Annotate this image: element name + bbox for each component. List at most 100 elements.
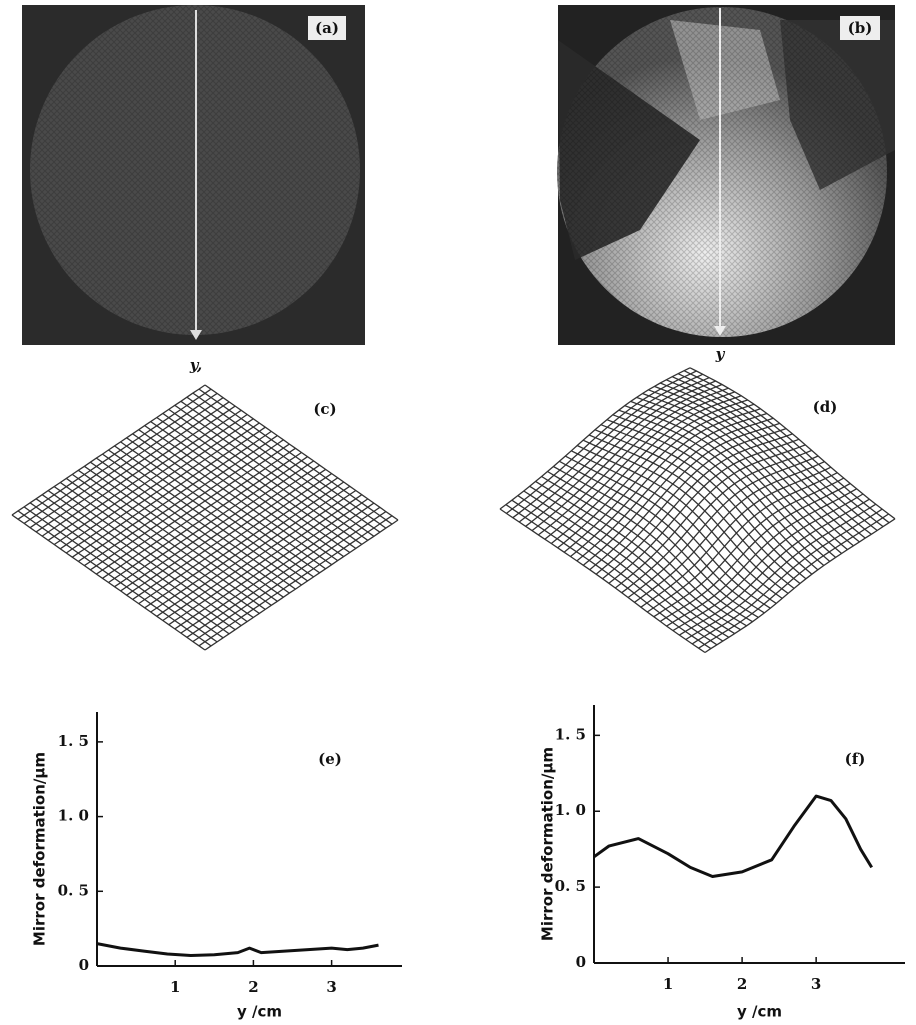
mesh-line: [162, 489, 357, 622]
mesh-line: [588, 434, 795, 589]
mesh-line: [23, 506, 218, 643]
mesh-line: [168, 494, 363, 626]
x-axis-label: y /cm: [737, 1003, 782, 1021]
y-axis-label: Mirror deformation/μm: [31, 752, 49, 946]
mesh-line: [77, 469, 272, 606]
mesh-line: [559, 460, 765, 614]
mesh-line: [11, 514, 206, 651]
axis-mark: y: [715, 345, 726, 363]
mesh-line: [537, 387, 729, 536]
axis-mark: y,: [189, 356, 203, 374]
mesh-line: [571, 450, 777, 604]
mesh-line: [186, 506, 381, 638]
mesh-line: [65, 477, 260, 614]
chart-title: (e): [318, 750, 342, 768]
panel-label: (a): [315, 19, 339, 37]
mesh-line: [517, 495, 724, 642]
mesh-line: [582, 439, 789, 594]
y-axis-label: Mirror deformation/μm: [539, 747, 557, 941]
mesh-line: [704, 518, 896, 654]
y-tick-label: 0: [576, 953, 586, 971]
mesh-line: [634, 461, 825, 603]
label-box: [308, 16, 346, 40]
mesh-line: [120, 460, 314, 592]
mesh-line: [523, 490, 730, 638]
x-tick-label: 1: [170, 978, 180, 996]
mesh-line: [499, 508, 706, 654]
mesh-line: [59, 481, 254, 619]
arrow-head: [714, 326, 726, 336]
mesh-line: [53, 486, 248, 623]
mesh-line: [41, 494, 236, 631]
y-tick-label: 0. 5: [555, 877, 586, 895]
data-line: [96, 942, 379, 957]
mesh-line: [627, 455, 819, 599]
mesh-line: [672, 493, 864, 632]
panel-label: (c): [313, 400, 336, 418]
mesh-line: [174, 498, 369, 630]
mesh-line: [653, 477, 845, 618]
x-tick-label: 3: [326, 978, 336, 996]
mesh-line: [90, 461, 284, 598]
mesh-line: [138, 473, 333, 605]
mesh-line: [192, 511, 387, 643]
mesh-line: [71, 473, 266, 610]
mesh-line: [608, 438, 800, 584]
panel-label: (b): [848, 19, 873, 37]
mesh-c: [11, 384, 399, 651]
mesh-line: [541, 475, 747, 627]
label-box: [840, 16, 880, 40]
mesh-line: [132, 468, 326, 600]
mesh-line: [114, 456, 308, 588]
mesh-line: [614, 444, 806, 589]
y-tick-label: 0: [79, 956, 89, 974]
mesh-line: [529, 485, 736, 635]
y-tick-label: 0. 5: [58, 881, 89, 899]
panel-label: (d): [813, 398, 838, 416]
mesh-line: [666, 488, 857, 627]
y-tick-label: 1. 0: [555, 801, 586, 819]
x-tick-label: 1: [663, 975, 673, 993]
mesh-line: [640, 466, 832, 608]
mesh-line: [198, 515, 393, 647]
mesh-line: [180, 502, 375, 634]
y-tick-label: 1. 5: [555, 725, 586, 743]
mesh-line: [17, 510, 212, 647]
y-tick-label: 1. 0: [58, 807, 89, 825]
mesh-line: [35, 498, 230, 635]
chart-title: (f): [845, 750, 866, 768]
mesh-line: [621, 449, 812, 594]
mesh-line: [553, 465, 759, 618]
mesh-line: [102, 453, 296, 590]
mesh-line: [646, 472, 838, 613]
mesh-line: [156, 485, 351, 617]
mesh-line: [505, 504, 712, 650]
mesh-d: [499, 367, 896, 654]
mesh-line: [659, 482, 851, 622]
data-line: [593, 794, 873, 878]
x-axis-label: y /cm: [237, 1003, 282, 1021]
mesh-line: [108, 449, 302, 586]
mesh-line: [547, 470, 753, 623]
mesh-line: [691, 508, 883, 645]
mesh-line: [204, 519, 399, 651]
mesh-line: [576, 444, 783, 599]
mesh-line: [511, 499, 718, 646]
x-tick-label: 3: [811, 975, 821, 993]
x-tick-label: 2: [248, 978, 258, 996]
texture: [557, 7, 887, 337]
arrow-head: [190, 330, 202, 340]
mesh-line: [29, 502, 224, 639]
mesh-line: [594, 429, 801, 585]
mesh-line: [144, 477, 339, 609]
mesh-line: [685, 503, 877, 641]
mesh-line: [150, 481, 345, 613]
mesh-line: [698, 513, 889, 649]
mesh-line: [84, 465, 278, 602]
mesh-line: [535, 480, 741, 631]
mesh-line: [565, 455, 771, 609]
y-tick-label: 1. 5: [58, 732, 89, 750]
x-tick-label: 2: [737, 975, 747, 993]
mesh-line: [679, 498, 870, 636]
mesh-line: [47, 490, 242, 627]
